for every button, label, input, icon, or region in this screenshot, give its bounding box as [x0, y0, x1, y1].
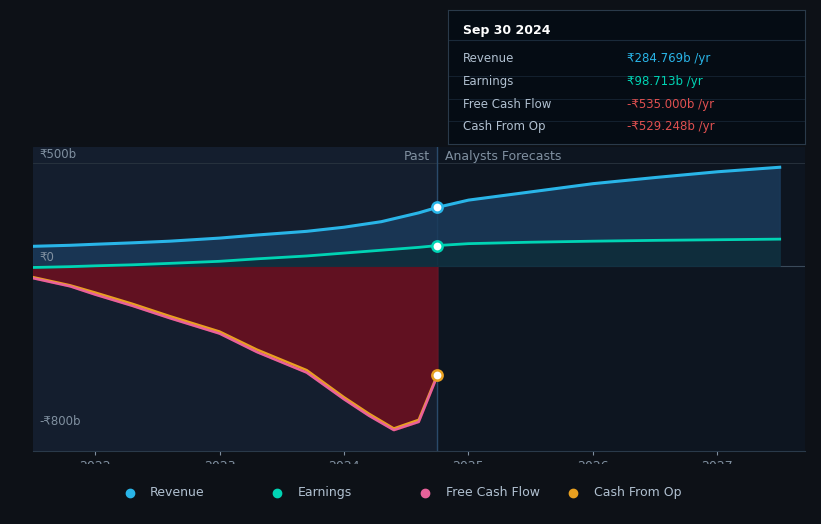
Text: -₹800b: -₹800b — [39, 415, 80, 428]
Text: Past: Past — [404, 150, 430, 163]
Text: Revenue: Revenue — [462, 52, 514, 65]
Text: Cash From Op: Cash From Op — [594, 486, 681, 499]
Bar — [33, 147, 438, 451]
Point — [431, 242, 444, 250]
Text: Analysts Forecasts: Analysts Forecasts — [445, 150, 562, 163]
Text: Free Cash Flow: Free Cash Flow — [462, 97, 551, 111]
Text: ₹98.713b /yr: ₹98.713b /yr — [627, 75, 703, 88]
Text: -₹529.248b /yr: -₹529.248b /yr — [627, 120, 714, 133]
Text: ₹0: ₹0 — [39, 251, 54, 264]
Point — [431, 370, 444, 379]
Text: -₹535.000b /yr: -₹535.000b /yr — [627, 97, 714, 111]
Point — [431, 203, 444, 212]
Text: Revenue: Revenue — [150, 486, 205, 499]
Text: Earnings: Earnings — [298, 486, 352, 499]
Text: Sep 30 2024: Sep 30 2024 — [462, 24, 550, 37]
Text: ₹500b: ₹500b — [39, 148, 76, 161]
Text: Free Cash Flow: Free Cash Flow — [446, 486, 539, 499]
Text: Cash From Op: Cash From Op — [462, 120, 545, 133]
Text: ₹284.769b /yr: ₹284.769b /yr — [627, 52, 710, 65]
Text: Earnings: Earnings — [462, 75, 514, 88]
